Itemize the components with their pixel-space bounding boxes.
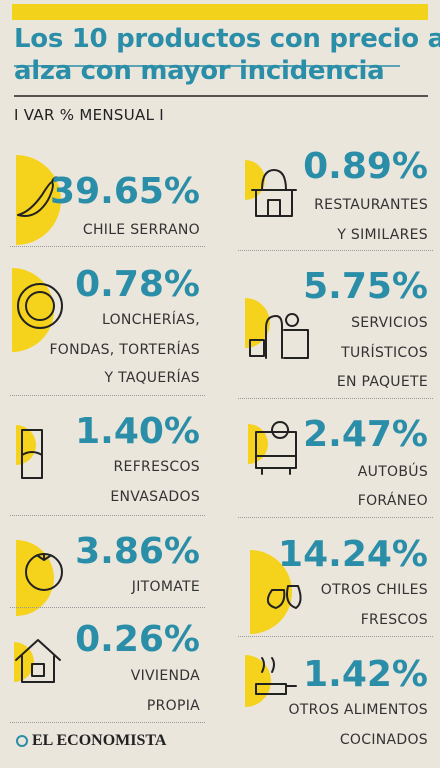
plate-icon [17,283,63,329]
separator [10,607,205,608]
value: 39.65% [50,171,200,212]
value: 3.86% [75,531,200,572]
top-bar [12,4,428,20]
value: 0.26% [75,619,200,660]
separator [238,250,433,251]
item-name: COCINADOS [339,732,428,748]
value: 0.89% [303,146,428,187]
tourism-icon [249,313,309,359]
item-name: OTROS CHILES [320,582,428,598]
item-name: RESTAURANTES [314,197,428,213]
item-name: PROPIA [146,698,200,714]
item-name: FONDAS, TORTERÍAS [49,342,200,358]
separator [238,636,433,637]
item-name: REFRESCOS [113,459,200,475]
separator [10,515,205,516]
item-name: FRESCOS [360,612,428,628]
circle [245,655,271,707]
house-icon [15,639,61,683]
item-name: CHILE SERRANO [82,222,200,238]
plate-icon [25,291,55,321]
item-name: AUTOBÚS [357,464,428,480]
title-line: alza con mayor incidencia [14,56,385,86]
separator [10,395,205,396]
tomato-icon [37,553,51,561]
separator [10,246,205,247]
cooking-icon [255,657,297,695]
icons [15,169,309,747]
item-name: ENVASADOS [110,489,200,505]
restaurant-icon [251,169,297,217]
circle [14,642,34,682]
bus-icon [255,421,297,475]
circle [12,268,54,352]
value: 14.24% [278,534,428,575]
chili-icon [17,176,59,217]
value: 5.75% [303,266,428,307]
chiles-icon [266,585,302,609]
item-name: Y TAQUERÍAS [104,370,200,386]
value: 0.78% [75,264,200,305]
subtitle: I VAR % MENSUAL I [14,106,165,124]
item-name: LONCHERÍAS, [101,312,200,328]
circle [245,298,270,348]
highlight-circles [12,155,292,707]
separator [10,722,205,723]
item-name: FORÁNEO [357,493,428,509]
item-name: TURÍSTICOS [341,345,428,361]
item-name: EN PAQUETE [336,374,428,390]
value: 1.40% [75,411,200,452]
item-name: Y SIMILARES [337,227,428,243]
can-icon [21,429,43,479]
item-name: SERVICIOS [351,315,428,331]
separator [238,517,433,518]
circle [16,540,54,616]
item-name: OTROS ALIMENTOS [288,702,428,718]
item-name: VIVIENDA [130,668,200,684]
title-line: Los 10 productos con precio al [14,24,440,54]
brand: EL ECONOMISTA [32,732,167,749]
circle [248,424,268,464]
item-name: JITOMATE [131,579,200,595]
value: 1.42% [303,654,428,695]
brand-icon [16,735,28,747]
separator [238,398,433,399]
value: 2.47% [303,414,428,455]
